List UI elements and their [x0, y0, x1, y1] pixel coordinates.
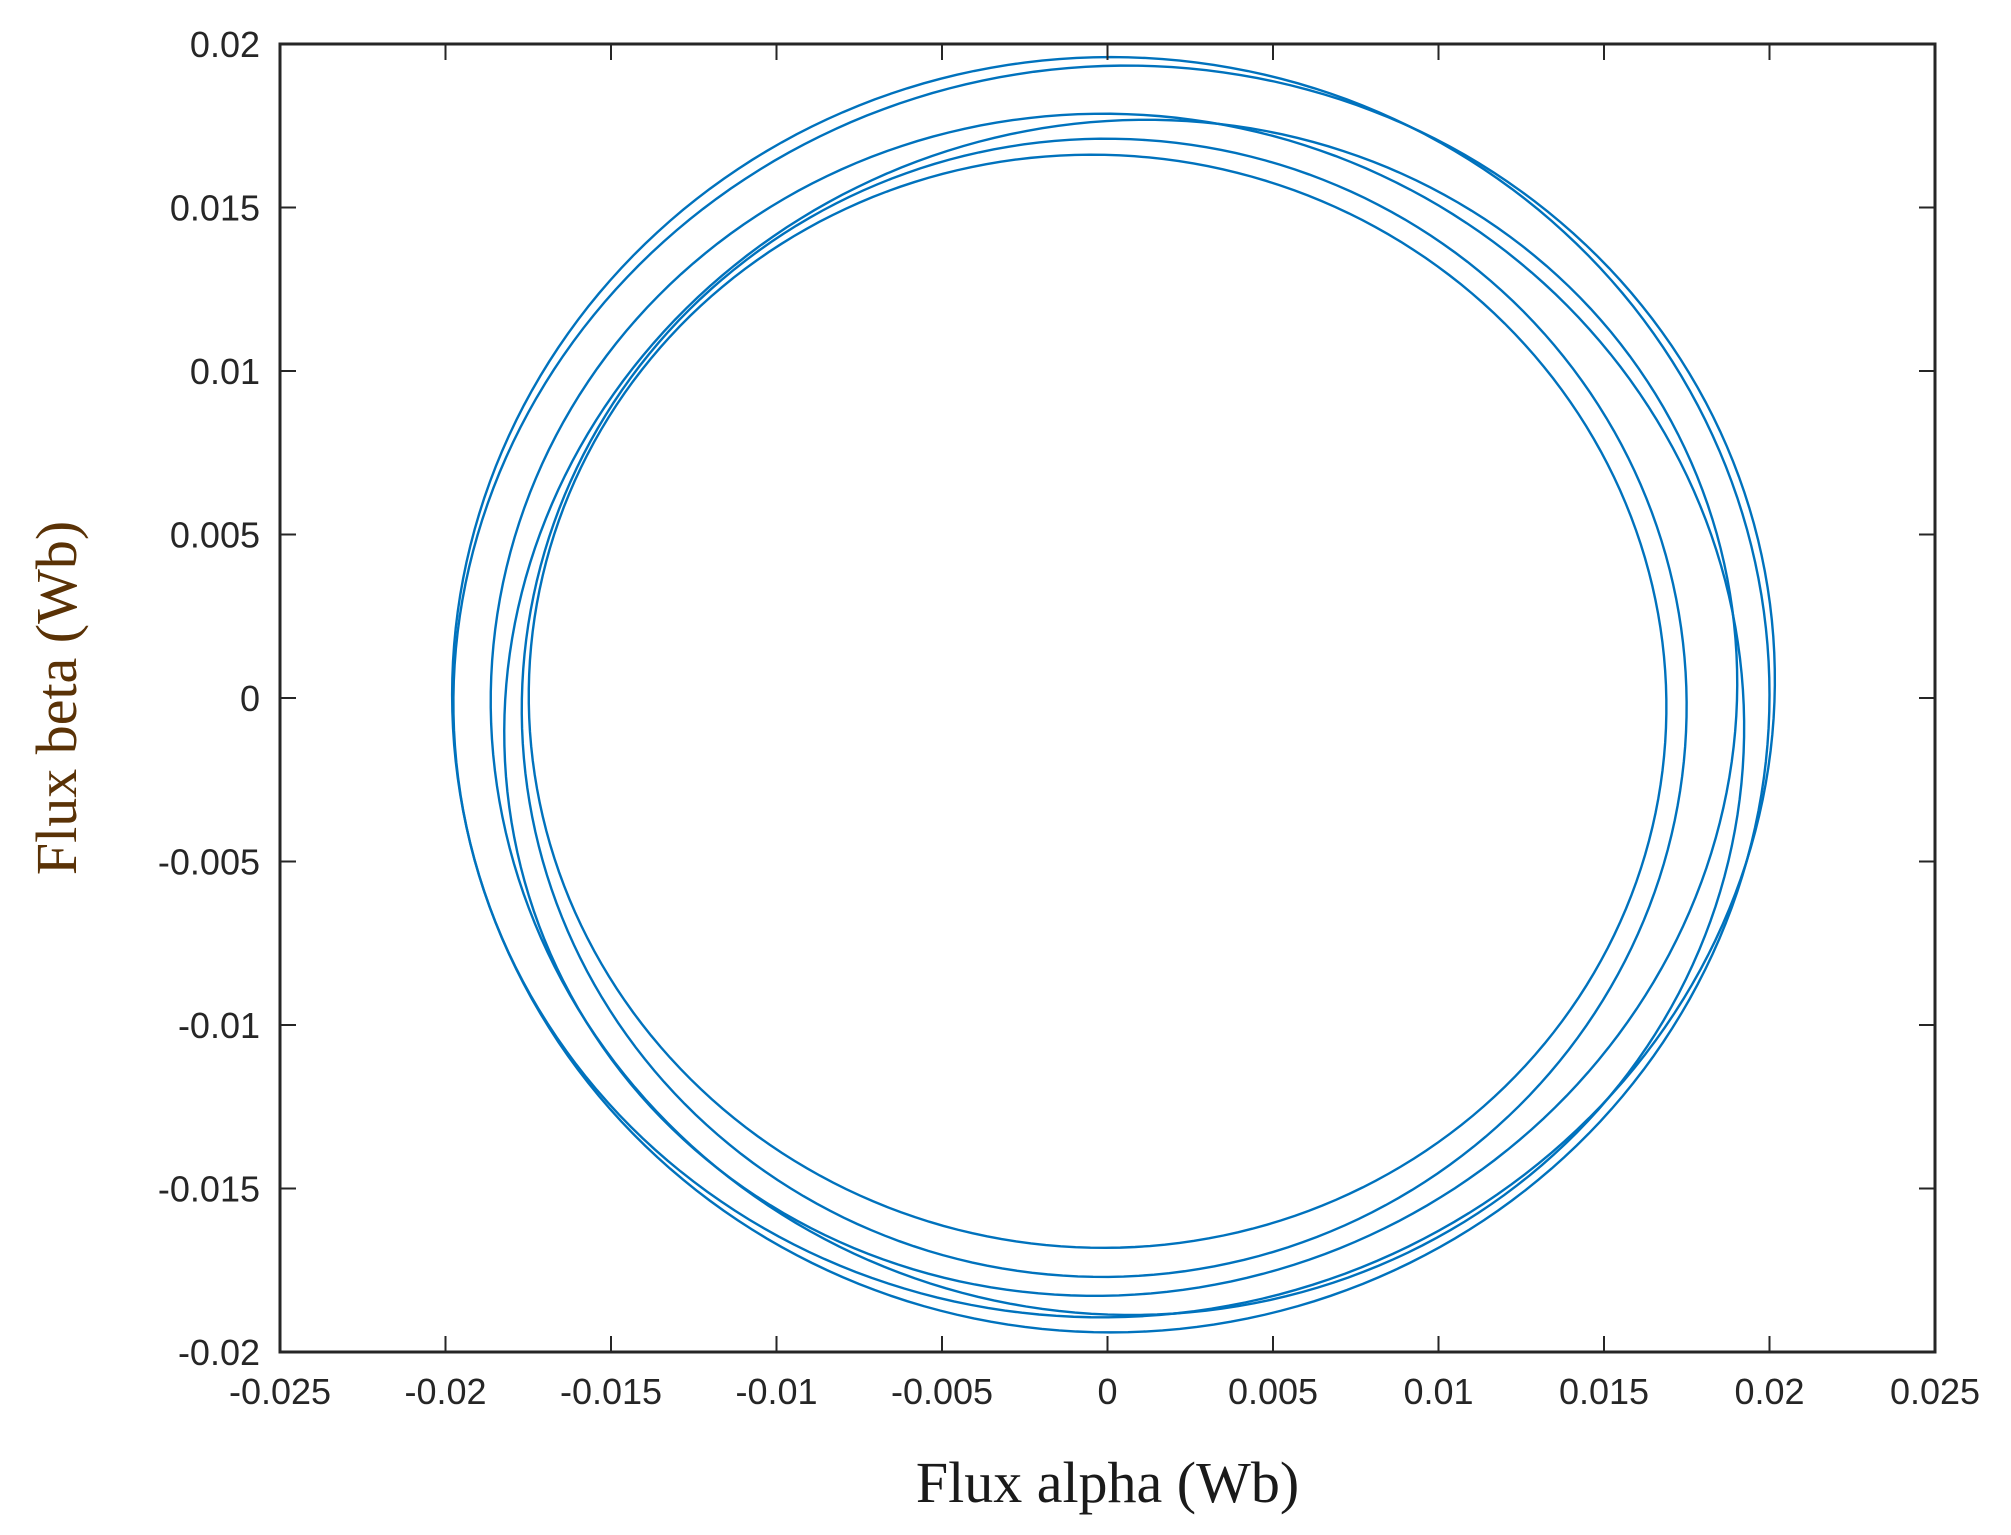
- x-tick-label: 0.025: [1890, 1371, 1980, 1412]
- series-layer: [450, 55, 1777, 1334]
- x-tick-label: -0.025: [229, 1371, 331, 1412]
- x-tick-label: -0.015: [560, 1371, 662, 1412]
- x-tick-label: 0.015: [1559, 1371, 1649, 1412]
- plot-area: [280, 44, 1935, 1352]
- x-tick-label: 0.005: [1228, 1371, 1318, 1412]
- flux-locus-loop: [503, 118, 1739, 1298]
- x-tick-label: -0.01: [735, 1371, 817, 1412]
- tick-label-layer: -0.025 -0.02 -0.015 -0.01 -0.005 0 0.005 0.01 0.…: [158, 24, 1980, 1412]
- x-tick-label: 0.02: [1734, 1371, 1804, 1412]
- y-tick-label: 0.005: [170, 515, 260, 556]
- y-tick-label: -0.005: [158, 842, 260, 883]
- flux-locus-loop: [452, 64, 1777, 1319]
- flux-locus-loop: [520, 137, 1688, 1279]
- x-tick-label: 0.01: [1403, 1371, 1473, 1412]
- y-tick-label: 0.015: [170, 188, 260, 229]
- y-tick-label: -0.01: [178, 1005, 260, 1046]
- y-axis-title: Flux beta (Wb): [24, 521, 89, 875]
- x-tick-label: 0: [1097, 1371, 1117, 1412]
- y-tick-label: 0.02: [190, 24, 260, 65]
- y-tick-label: 0: [240, 678, 260, 719]
- y-tick-label: -0.015: [158, 1169, 260, 1210]
- flux-locus-loop: [489, 112, 1746, 1317]
- x-tick-label: -0.02: [404, 1371, 486, 1412]
- ticks-layer: [279, 43, 1936, 1353]
- y-tick-label: 0.01: [190, 351, 260, 392]
- y-tick-label: -0.02: [178, 1332, 260, 1373]
- flux-locus-loop: [527, 153, 1668, 1250]
- x-tick-label: -0.005: [891, 1371, 993, 1412]
- x-axis-title: Flux alpha (Wb): [916, 1450, 1299, 1515]
